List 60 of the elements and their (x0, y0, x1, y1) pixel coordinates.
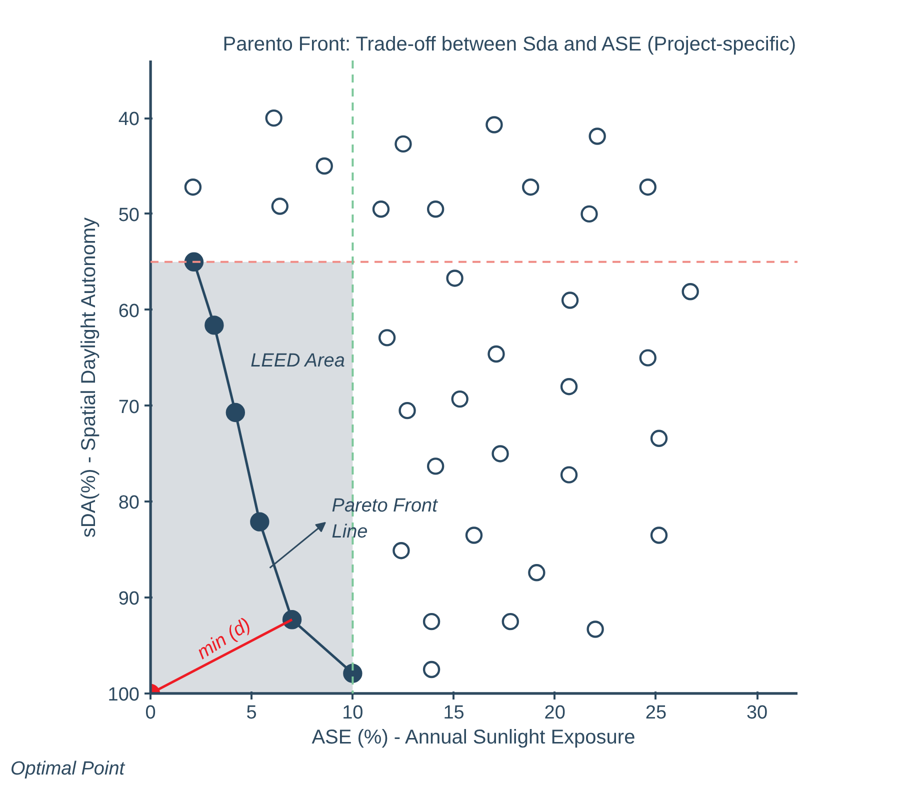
x-tick-label: 30 (746, 702, 768, 724)
x-tick-label: 0 (145, 702, 156, 724)
point (422, 660, 440, 678)
point (226, 402, 246, 422)
point (560, 466, 578, 484)
y-tick-label: 60 (118, 300, 140, 322)
y-axis-title: sDA(%) - Spatial Daylight Autonomy (78, 217, 100, 538)
point (650, 526, 668, 544)
point (580, 205, 598, 223)
point (522, 178, 540, 196)
point (426, 458, 444, 475)
point (343, 664, 362, 683)
point (394, 135, 412, 153)
point (586, 620, 604, 638)
point (422, 612, 440, 630)
y-tick-label: 80 (118, 492, 140, 514)
y-tick-label: 70 (118, 396, 140, 418)
point (398, 402, 416, 420)
y-tick-label: 90 (118, 588, 140, 610)
point (271, 198, 288, 215)
x-tick-label: 20 (544, 702, 566, 724)
point (588, 128, 606, 145)
point (265, 109, 282, 127)
point (528, 564, 546, 582)
point (650, 430, 668, 447)
point (204, 316, 224, 335)
y-tick-label: 100 (108, 684, 140, 706)
x-tick-label: 15 (443, 702, 464, 724)
point (502, 612, 519, 630)
x-tick-label: 10 (342, 702, 364, 724)
annotation: Pareto Front Line (332, 495, 438, 542)
point (446, 270, 464, 287)
point (392, 542, 410, 560)
point (250, 512, 270, 532)
point (682, 283, 699, 300)
point (426, 200, 444, 218)
x-tick-label: 5 (246, 702, 257, 724)
point (488, 345, 505, 363)
point (465, 526, 483, 544)
y-tick-label: 50 (118, 204, 140, 226)
band-label: LEED Area (250, 350, 345, 372)
point (316, 157, 333, 175)
x-tick-label: 25 (645, 702, 667, 724)
point (639, 178, 656, 196)
text: Optimal Point (10, 758, 126, 780)
point (486, 116, 503, 134)
point (372, 200, 390, 218)
point (561, 292, 579, 309)
point (451, 390, 468, 408)
point (492, 445, 509, 462)
point (378, 329, 396, 346)
chart-title: Parento Front: Trade-off between Sda and ASE (Project-specific) (222, 34, 796, 56)
annotation: min (d) (194, 614, 255, 664)
point (639, 349, 656, 366)
point (184, 252, 204, 272)
x-axis-title: ASE (%) - Annual Sunlight Exposure (312, 726, 636, 748)
point (560, 378, 578, 396)
point (282, 610, 302, 630)
y-tick-label: 40 (118, 109, 140, 130)
point (184, 178, 202, 196)
